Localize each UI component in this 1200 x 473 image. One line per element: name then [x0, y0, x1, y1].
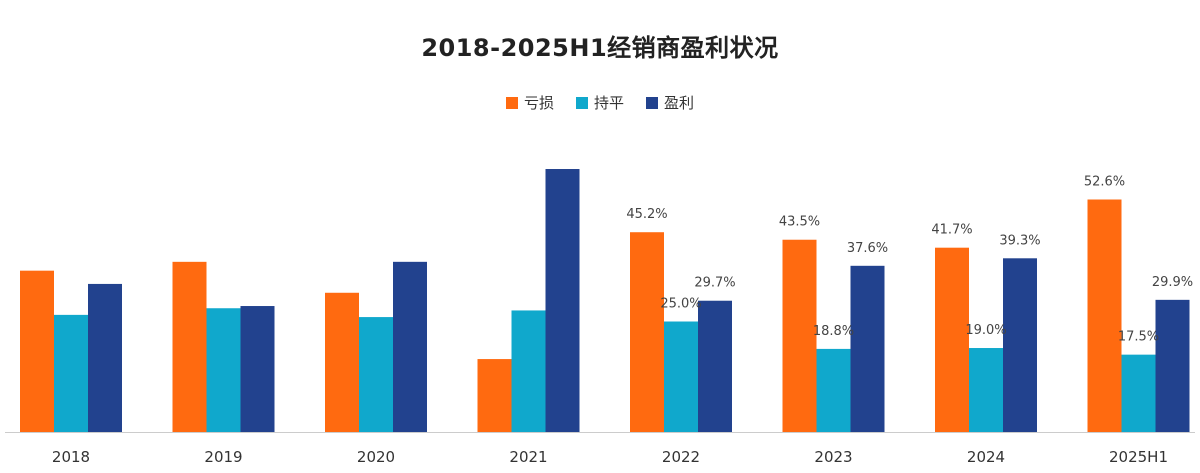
bar-2025H1-2 — [1155, 299, 1190, 432]
bar-2020-1 — [359, 317, 393, 432]
data-label-2022-2: 29.7% — [694, 276, 735, 291]
data-label-2022-0: 45.2% — [626, 207, 667, 222]
bar-2019-2 — [240, 306, 275, 432]
bar-2021-1 — [511, 310, 546, 432]
data-label-2024-0: 41.7% — [931, 223, 972, 238]
legend-item-breakeven: 持平 — [575, 92, 624, 113]
x-tick-2019: 2019 — [204, 448, 242, 466]
bar-2018-0 — [20, 270, 54, 432]
bars-group — [20, 169, 1190, 432]
x-tick-2020: 2020 — [357, 448, 395, 466]
legend-label-breakeven: 持平 — [593, 94, 624, 112]
bar-2018-2 — [88, 283, 122, 432]
legend-item-profit: 盈利 — [646, 92, 694, 113]
bar-2021-0 — [477, 359, 512, 432]
bar-2022-1 — [664, 321, 698, 432]
bar-2025H1-1 — [1121, 354, 1156, 432]
bar-2020-2 — [393, 261, 427, 432]
data-label-2025H1-1: 17.5% — [1118, 330, 1159, 345]
x-tick-2018: 2018 — [52, 448, 90, 466]
bar-2024-2 — [1003, 258, 1037, 432]
data-label-2023-0: 43.5% — [779, 215, 820, 230]
data-label-2024-2: 39.3% — [999, 233, 1040, 248]
data-label-2024-1: 19.0% — [965, 323, 1006, 338]
data-label-2025H1-2: 29.9% — [1152, 275, 1193, 290]
bar-2019-1 — [206, 308, 241, 432]
bar-2022-2 — [698, 300, 732, 432]
bar-2020-0 — [325, 292, 359, 432]
bar-2024-1 — [969, 348, 1003, 432]
x-tick-2025H1: 2025H1 — [1109, 448, 1168, 466]
data-label-2023-2: 37.6% — [847, 241, 888, 256]
bar-2022-0 — [630, 232, 664, 432]
bar-2023-2 — [850, 265, 885, 432]
bar-2021-2 — [545, 169, 580, 432]
legend-label-loss: 亏损 — [523, 94, 554, 112]
data-label-2023-1: 18.8% — [813, 324, 854, 339]
x-tick-labels-group: 2018 2019 2020 2021 2022 2023 2024 2025H1 — [52, 448, 1168, 466]
x-tick-2022: 2022 — [662, 448, 700, 466]
x-tick-2024: 2024 — [967, 448, 1005, 466]
bar-2024-0 — [935, 247, 969, 432]
bar-2019-0 — [172, 261, 207, 432]
data-label-2022-1: 25.0% — [660, 297, 701, 312]
x-tick-2021: 2021 — [509, 448, 547, 466]
legend-item-loss: 亏损 — [505, 92, 554, 113]
chart-legend: 亏损 持平 盈利 — [0, 92, 1200, 113]
legend-swatch-loss — [505, 96, 518, 109]
bar-2018-1 — [54, 314, 88, 432]
legend-swatch-breakeven — [575, 96, 588, 109]
bar-2023-0 — [782, 239, 817, 432]
bar-2025H1-0 — [1087, 199, 1122, 432]
bar-2023-1 — [816, 348, 851, 432]
legend-swatch-profit — [646, 96, 658, 109]
x-tick-2023: 2023 — [814, 448, 852, 466]
data-label-2025H1-0: 52.6% — [1084, 175, 1125, 190]
data-labels-group: 45.2% 25.0% 29.7% 43.5% 18.8% 37.6% 41.7% 19.0%… — [626, 175, 1193, 345]
legend-label-profit: 盈利 — [664, 94, 695, 112]
chart-title: 2018-2025H1经销商盈利状况 — [421, 34, 779, 62]
